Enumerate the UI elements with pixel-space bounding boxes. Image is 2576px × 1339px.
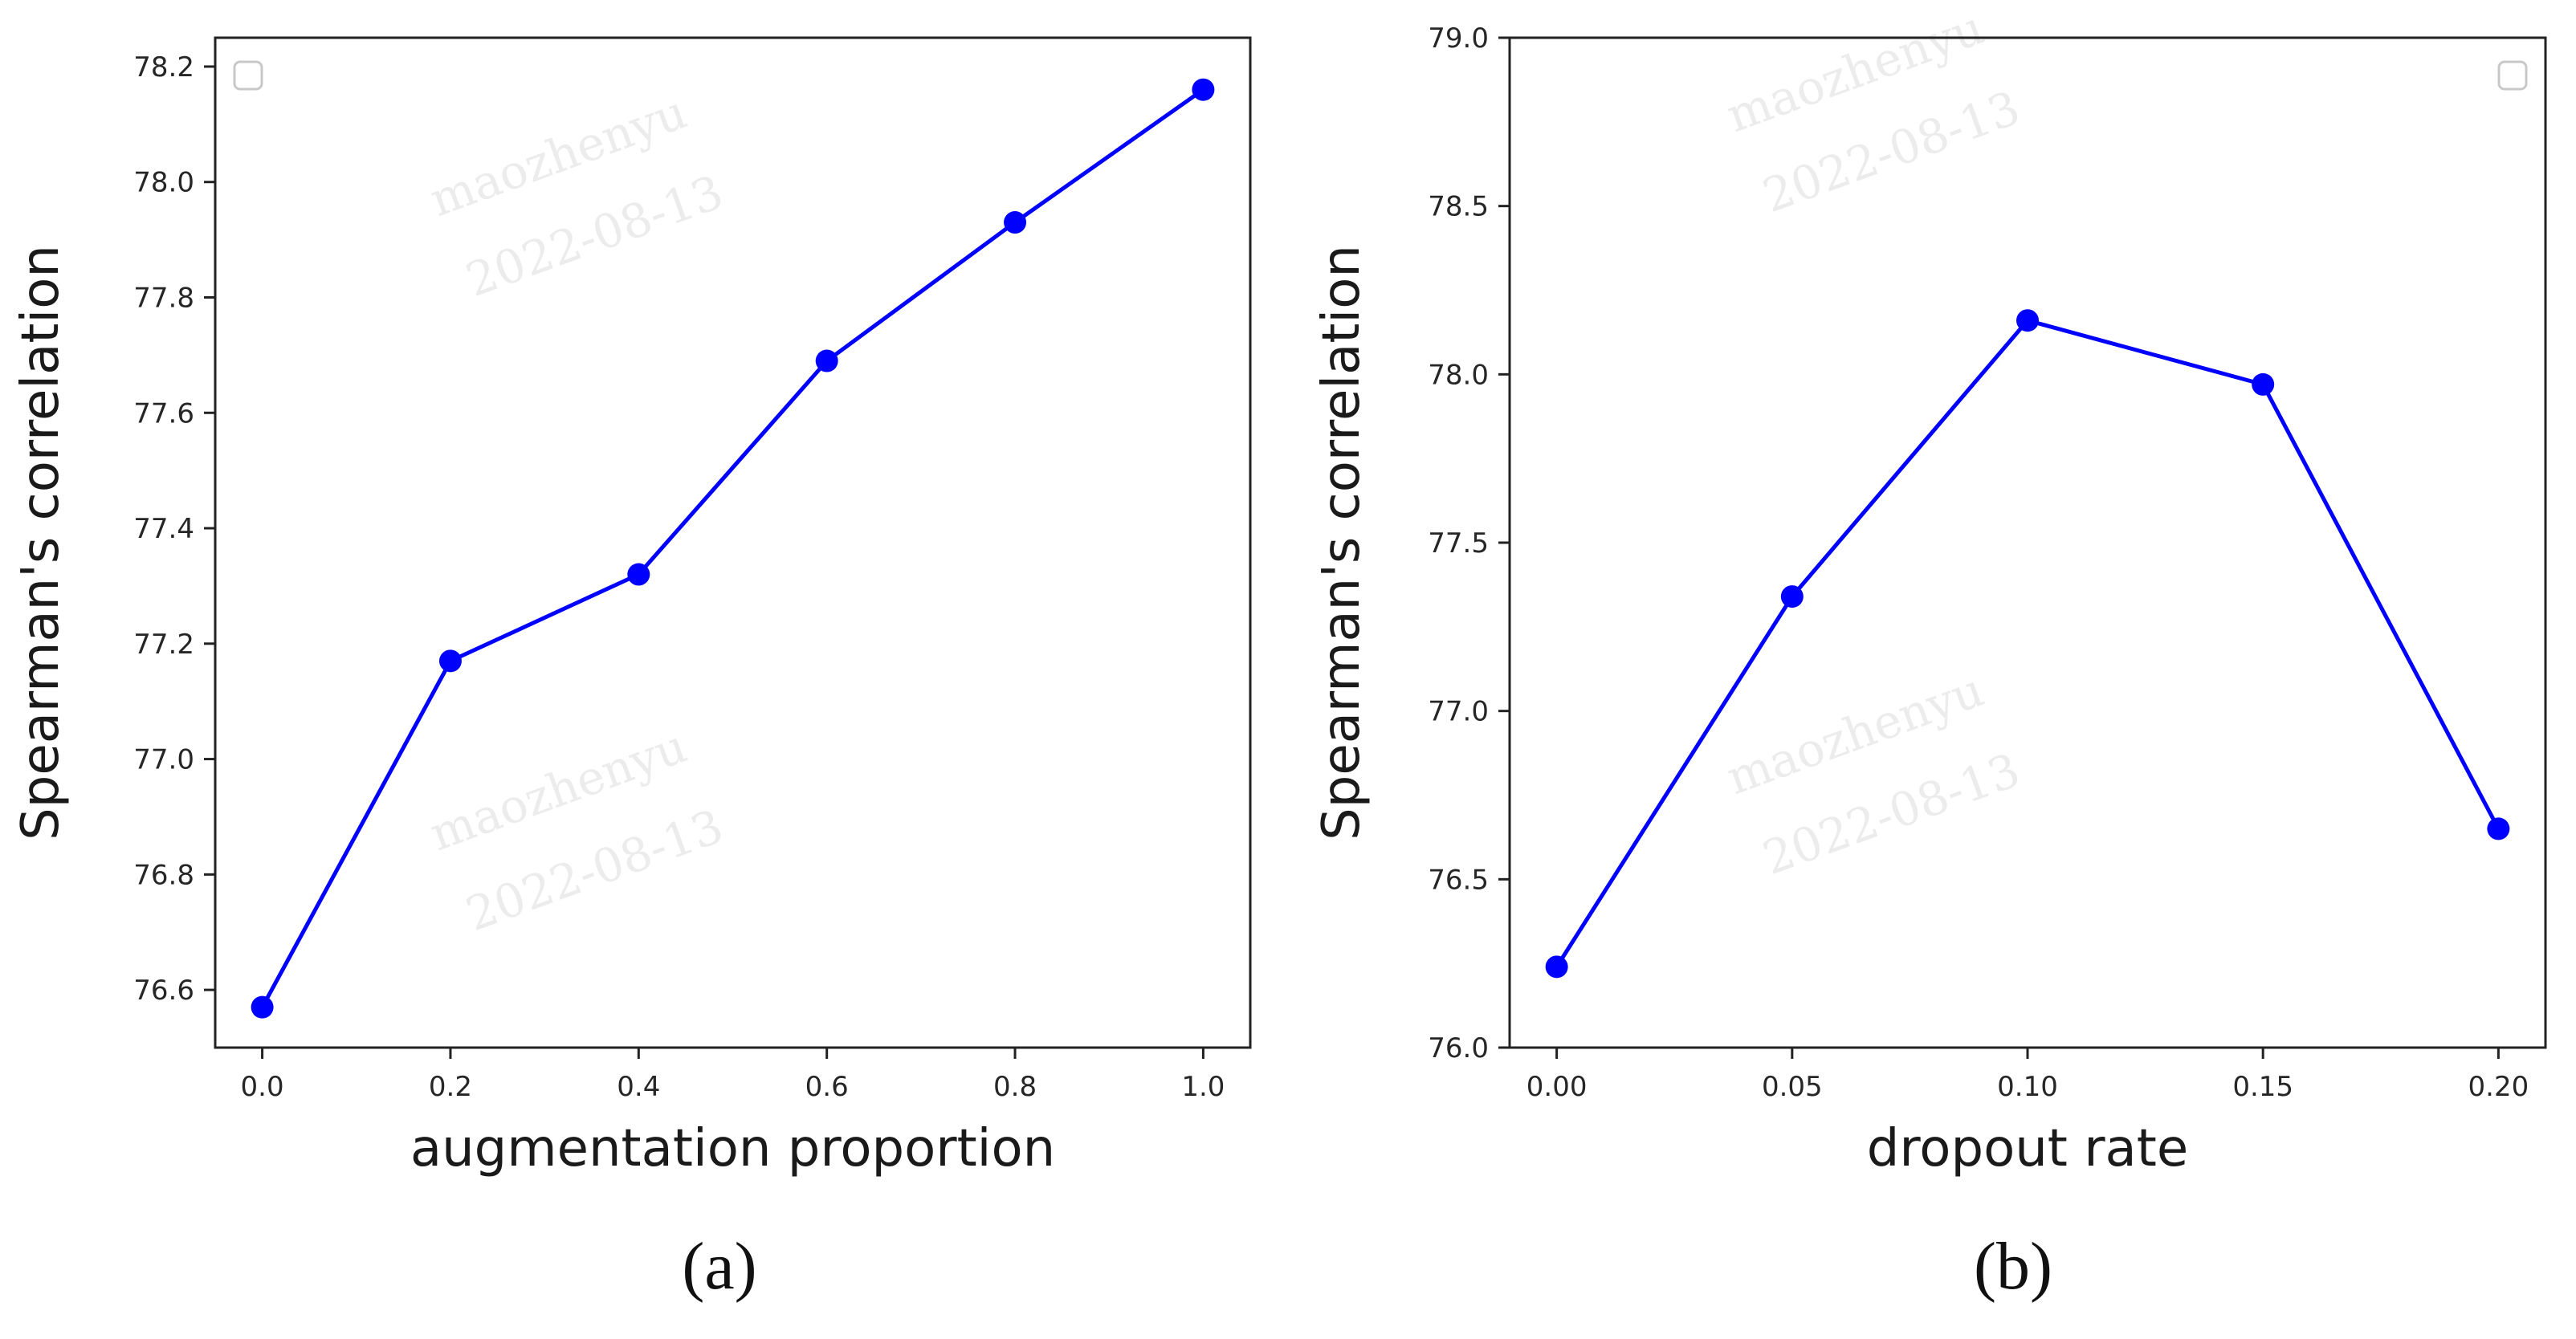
series-line	[1555, 318, 2501, 968]
data-point	[2016, 309, 2039, 332]
data-point	[815, 349, 838, 372]
legend-box	[233, 60, 263, 91]
y-axis-label: Spearman's correlation	[11, 245, 71, 840]
series-line	[260, 88, 1204, 1008]
y-tick-label: 77.5	[1428, 527, 1489, 560]
y-tick-label: 78.0	[1428, 359, 1489, 391]
x-axis-label: dropout rate	[1867, 1119, 2188, 1178]
data-point	[1780, 585, 1804, 608]
x-tick-label: 0.6	[805, 1071, 849, 1103]
x-tick-label: 0.00	[1526, 1071, 1588, 1103]
x-axis-label: augmentation proportion	[410, 1119, 1055, 1178]
data-point	[251, 995, 274, 1019]
data-point	[2252, 372, 2275, 396]
plot-frame	[1508, 36, 2547, 1049]
y-tick-label: 79.0	[1428, 22, 1489, 55]
y-tick-label: 76.8	[133, 859, 194, 891]
x-tick-label: 1.0	[1181, 1071, 1225, 1103]
chart-panel-a: maozhenyu2022-08-13maozhenyu2022-08-1376…	[11, 36, 1252, 1304]
x-tick-label: 0.20	[2468, 1071, 2529, 1103]
data-point	[1192, 78, 1215, 101]
plot-frame	[214, 36, 1252, 1049]
chart-panel-b: maozhenyu2022-08-13maozhenyu2022-08-1376…	[1312, 0, 2547, 1304]
panel-caption: (b)	[1974, 1229, 2052, 1304]
y-tick-label: 77.2	[133, 629, 194, 661]
y-tick-label: 78.5	[1428, 191, 1489, 223]
y-tick-label: 77.0	[133, 744, 194, 776]
data-point	[2487, 817, 2510, 840]
x-tick-label: 0.2	[429, 1071, 472, 1103]
x-tick-label: 0.8	[993, 1071, 1037, 1103]
y-tick-label: 77.4	[133, 513, 194, 545]
panel-caption: (a)	[682, 1229, 756, 1304]
y-tick-label: 77.8	[133, 282, 194, 314]
x-tick-label: 0.4	[617, 1071, 660, 1103]
y-tick-label: 78.2	[133, 51, 194, 83]
legend-box	[2497, 60, 2528, 91]
x-tick-label: 0.15	[2232, 1071, 2293, 1103]
x-tick-label: 0.05	[1762, 1071, 1823, 1103]
data-point	[438, 649, 462, 673]
y-tick-label: 77.0	[1428, 696, 1489, 728]
y-tick-label: 78.0	[133, 167, 194, 199]
y-tick-label: 76.5	[1428, 864, 1489, 896]
y-axis-label: Spearman's correlation	[1312, 245, 1372, 840]
data-point	[1004, 211, 1027, 234]
data-point	[1545, 955, 1568, 979]
y-tick-label: 77.6	[133, 397, 194, 429]
x-tick-label: 0.0	[241, 1071, 284, 1103]
y-tick-label: 76.6	[133, 975, 194, 1007]
y-tick-label: 76.0	[1428, 1032, 1489, 1064]
data-point	[627, 563, 650, 586]
x-tick-label: 0.10	[1997, 1071, 2058, 1103]
